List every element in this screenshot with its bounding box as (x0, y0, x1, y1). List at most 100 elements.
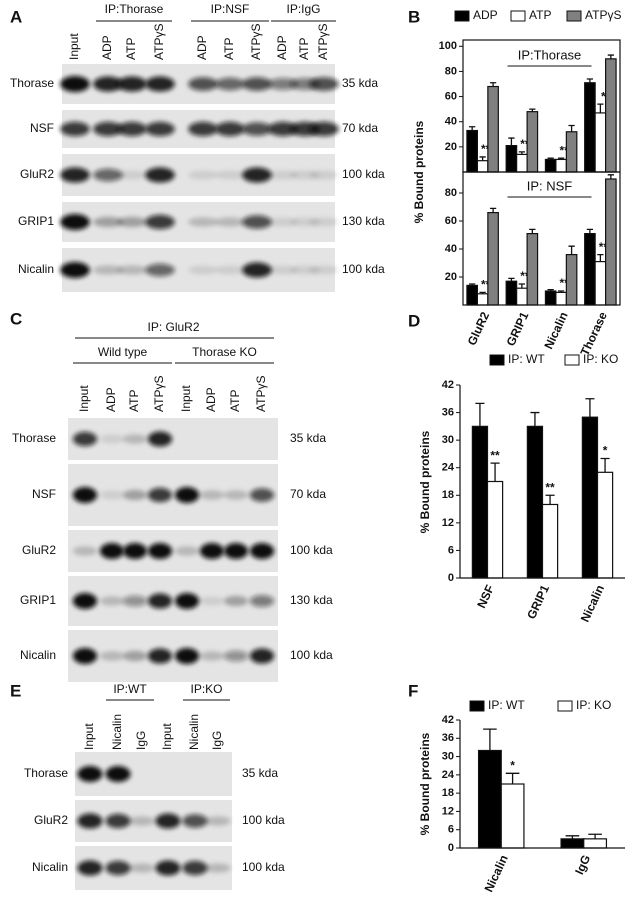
lane-label: ATP (124, 38, 138, 60)
bar (526, 233, 539, 306)
band (99, 651, 125, 661)
band (223, 595, 249, 607)
error-bar (529, 228, 536, 234)
bar (487, 85, 499, 173)
lane-label: ADP (100, 35, 114, 60)
group-label: IP:IgG (286, 2, 320, 16)
y-tick-label: 40 (445, 243, 457, 255)
lane-label: Input (179, 385, 193, 412)
bar (555, 291, 567, 306)
band (309, 77, 339, 91)
legend-label: ADP (473, 8, 498, 22)
band (77, 766, 103, 782)
size-label: 35 kda (290, 431, 326, 445)
x-tick-label: NSF (474, 583, 497, 611)
row-label: GRIP1 (18, 214, 54, 228)
band (199, 596, 225, 606)
x-tick-label: GluR2 (465, 309, 493, 347)
row-label: Thorase (12, 431, 56, 445)
bar (565, 254, 578, 306)
size-label: 130 kda (290, 593, 333, 607)
band (155, 813, 181, 829)
band (215, 265, 245, 275)
band (122, 434, 148, 444)
panel-letter: E (10, 681, 21, 700)
lane-label: ATPγS (152, 24, 166, 60)
bar (541, 503, 559, 579)
bar (594, 112, 607, 173)
band (117, 121, 147, 137)
lane-label: ATP (127, 390, 141, 412)
band (72, 487, 98, 503)
band (122, 650, 148, 662)
bar (594, 261, 607, 306)
y-tick-label: 12 (442, 517, 454, 529)
bar (526, 111, 539, 173)
panel-letter: F (408, 681, 418, 700)
panel-letter: D (408, 311, 420, 330)
band (268, 217, 298, 227)
bar (476, 293, 489, 306)
band (147, 593, 173, 609)
bar (516, 153, 528, 173)
band (72, 546, 98, 556)
group-label: IP:NSF (211, 2, 250, 16)
band (147, 648, 173, 664)
band (147, 431, 173, 447)
panel-letter: C (10, 309, 22, 328)
band (145, 214, 175, 230)
band (223, 650, 249, 662)
x-tick-label: IgG (572, 853, 593, 877)
error-bar (505, 772, 520, 784)
band (129, 816, 155, 826)
significance: ** (559, 143, 569, 157)
band (60, 262, 90, 278)
band (268, 170, 298, 180)
size-label: 130 kda (342, 214, 385, 228)
band (122, 543, 148, 559)
bar (487, 212, 499, 306)
ip-title: IP: GluR2 (147, 320, 199, 334)
legend-label: IP: WT (508, 352, 545, 366)
y-tick-label: 80 (445, 187, 457, 199)
error-bar (530, 411, 540, 427)
band (60, 214, 90, 230)
bar (516, 287, 528, 306)
bar (584, 82, 596, 173)
band (117, 265, 147, 275)
bar (500, 783, 525, 849)
band (60, 167, 90, 183)
band (174, 546, 200, 556)
lane-label: ATP (222, 38, 236, 60)
band (249, 543, 275, 559)
band (117, 76, 147, 92)
band (242, 122, 272, 136)
lane-label: Nicalin (187, 714, 201, 750)
error-bar (469, 126, 476, 131)
size-label: 100 kda (290, 648, 333, 662)
axes (459, 720, 625, 849)
lane-label: Nicalin (110, 714, 124, 750)
bar (477, 749, 502, 849)
bar (466, 129, 478, 173)
lane-label: ATPγS (316, 24, 330, 60)
y-tick-label: 20 (445, 141, 457, 153)
lane-label: IgG (210, 731, 224, 750)
error-bar (585, 398, 595, 418)
row-label: Thorase (24, 766, 68, 780)
row-label: GluR2 (22, 543, 56, 557)
y-axis-label: % Bound proteins (412, 120, 426, 223)
legend-swatch (566, 10, 582, 22)
band (145, 263, 175, 277)
y-tick-label: 20 (445, 271, 457, 283)
band (268, 265, 298, 275)
error-bar (508, 137, 515, 146)
y-tick-label: 24 (442, 769, 455, 781)
band (223, 490, 249, 500)
bar (505, 280, 518, 306)
y-tick-label: 6 (448, 544, 454, 556)
error-bar (565, 835, 580, 839)
error-bar (518, 283, 526, 289)
y-tick-label: 100 (439, 40, 457, 52)
error-bar (597, 103, 604, 113)
